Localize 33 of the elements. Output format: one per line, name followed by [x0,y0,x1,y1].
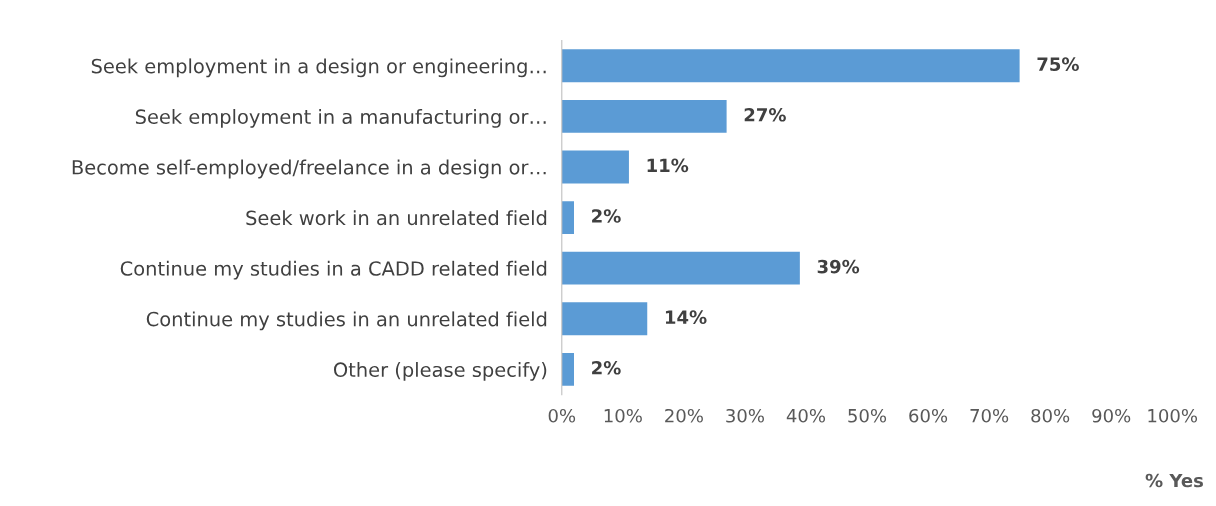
data-label: 27% [744,107,786,122]
bar [561,99,727,133]
bar [561,201,574,235]
x-tick-label: 80% [1031,408,1070,423]
x-tick-label: 40% [786,408,826,423]
y-tick-label: Seek work in an unrelated field [246,210,547,226]
x-axis-title: % Yes [1145,473,1203,488]
bar [561,150,629,184]
bar [561,352,574,386]
y-tick-label: Continue my studies in a CADD related field [120,260,547,280]
data-label: 2% [592,360,621,375]
x-tick-label: 20% [665,408,703,423]
x-tick-label: 10% [604,408,642,423]
y-tick-label: Become self-employed/freelance in a design or… [72,159,546,179]
data-label: 14% [665,310,707,325]
x-tick-label: 0% [548,408,576,423]
y-tick-label: Seek employment in a design or engineering… [91,58,546,78]
bar [561,251,800,285]
x-tick-label: 30% [726,408,764,423]
y-tick-label: Continue my studies in an unrelated field [146,311,547,331]
bar [561,49,1020,83]
x-tick-label: 90% [1092,408,1131,423]
bar [561,302,648,336]
y-tick-label: Seek employment in a manufacturing or… [135,108,546,128]
y-tick-label: Other (please specify) [333,361,547,381]
x-tick-label: 70% [970,408,1009,423]
x-tick-label: 60% [909,408,948,423]
data-label: 2% [592,209,621,223]
x-tick-label: 50% [848,408,887,423]
data-label: 39% [817,259,860,274]
x-tick-label: 100% [1148,408,1198,423]
data-label: 11% [647,158,689,173]
data-label: 75% [1037,57,1079,72]
